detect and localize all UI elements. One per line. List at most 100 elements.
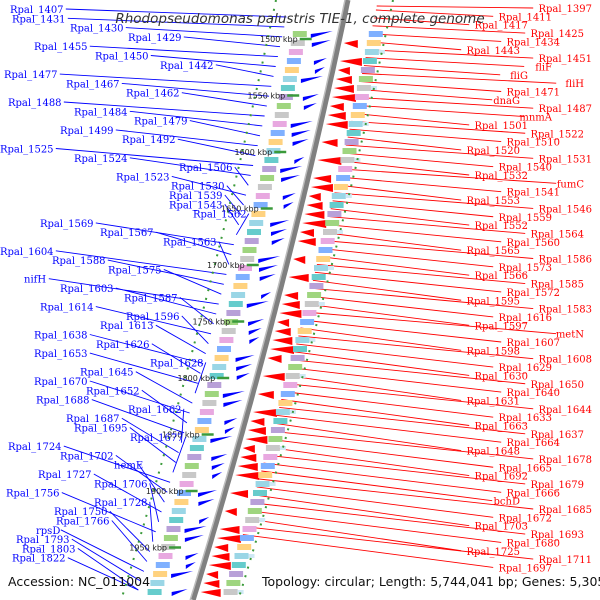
gene-label-right[interactable]: Rpal_1417	[474, 21, 528, 32]
gene-label-left[interactable]: Rpal_1492	[122, 135, 176, 146]
gene-label-right[interactable]: Rpal_1598	[466, 346, 520, 357]
gene-label-right[interactable]: Rpal_1451	[538, 54, 592, 65]
gene-label-right[interactable]: Rpal_1607	[506, 338, 560, 349]
gene-label-right[interactable]: Rpal_1680	[506, 538, 560, 549]
gene-label-right[interactable]: Rpal_1630	[474, 371, 528, 382]
gene-label-left[interactable]: Rpal_1569	[40, 219, 94, 230]
gene-label-left[interactable]: Rpal_1530	[171, 182, 225, 193]
gene-label-left[interactable]: Rpal_1525	[0, 145, 54, 156]
gene-label-right[interactable]: Rpal_1411	[498, 12, 552, 23]
gene-label-left[interactable]: nifH	[24, 275, 46, 286]
gene-label-right[interactable]: Rpal_1541	[506, 188, 560, 199]
gene-label-right[interactable]: Rpal_1532	[474, 171, 528, 182]
gene-label-right[interactable]: Rpal_1664	[506, 438, 560, 449]
gene-label-left[interactable]: Rpal_1652	[86, 386, 140, 397]
gene-label-right[interactable]: Rpal_1546	[538, 204, 592, 215]
gene-label-right[interactable]: Rpal_1560	[506, 238, 560, 249]
gene-label-left[interactable]: Rpal_1724	[8, 442, 62, 453]
gene-label-left[interactable]: Rpal_1670	[34, 377, 88, 388]
gene-label-right[interactable]: Rpal_1650	[530, 380, 584, 391]
gene-label-right[interactable]: Rpal_1679	[530, 480, 584, 491]
gene-label-left[interactable]: Rpal_1626	[96, 340, 150, 351]
gene-label-left[interactable]: Rpal_1687	[66, 414, 120, 425]
gene-label-right[interactable]: Rpal_1637	[530, 430, 584, 441]
gene-label-right[interactable]: Rpal_1631	[466, 396, 520, 407]
gene-label-left[interactable]: Rpal_1603	[60, 284, 114, 295]
gene-label-right[interactable]: Rpal_1522	[530, 129, 584, 140]
gene-label-right[interactable]: Rpal_1711	[538, 555, 592, 566]
gene-label-right[interactable]: Rpal_1703	[474, 522, 528, 533]
gene-label-right[interactable]: Rpal_1697	[498, 563, 552, 574]
gene-label-right[interactable]: Rpal_1520	[466, 146, 520, 157]
gene-label-left[interactable]: Rpal_1575	[108, 265, 162, 276]
gene-label-left[interactable]: Rpal_1506	[179, 163, 233, 174]
gene-label-left[interactable]: Rpal_1588	[52, 256, 106, 267]
gene-label-right[interactable]: Rpal_1501	[474, 121, 528, 132]
gene-label-left[interactable]: Rpal_1479	[134, 117, 188, 128]
gene-label-left[interactable]: Rpal_1587	[124, 293, 178, 304]
gene-label-right[interactable]: Rpal_1595	[466, 296, 520, 307]
gene-label-left[interactable]: Rpal_1604	[0, 247, 54, 258]
gene-label-left[interactable]: Rpal_1727	[38, 470, 92, 481]
gene-label-right[interactable]: dnaG	[493, 96, 520, 107]
gene-label-left[interactable]: Rpal_1638	[34, 331, 88, 342]
gene-label-left[interactable]: Rpal_1706	[94, 479, 148, 490]
gene-label-left[interactable]: Rpal_1756	[6, 489, 60, 500]
gene-label-right[interactable]: fliF	[535, 62, 552, 73]
gene-label-right[interactable]: Rpal_1559	[498, 213, 552, 224]
gene-label-right[interactable]: Rpal_1585	[530, 280, 584, 291]
gene-label-left[interactable]: Rpal_1695	[74, 424, 128, 435]
gene-label-right[interactable]: Rpal_1666	[506, 488, 560, 499]
gene-label-right[interactable]: mnmA	[519, 113, 552, 124]
gene-label-left[interactable]: Rpal_1677	[130, 433, 184, 444]
gene-label-left[interactable]: Rpal_1613	[100, 321, 154, 332]
gene-label-right[interactable]: Rpal_1597	[474, 321, 528, 332]
gene-label-left[interactable]: Rpal_1543	[169, 200, 223, 211]
gene-label-left[interactable]: Rpal_1614	[40, 303, 94, 314]
gene-label-right[interactable]: fliH	[565, 79, 584, 90]
gene-label-left[interactable]: Rpal_1524	[74, 154, 128, 165]
gene-label-left[interactable]: Rpal_1750	[54, 507, 108, 518]
gene-label-right[interactable]: Rpal_1471	[506, 88, 560, 99]
gene-label-right[interactable]: Rpal_1531	[538, 154, 592, 165]
gene-label-right[interactable]: Rpal_1553	[466, 196, 520, 207]
gene-label-right[interactable]: Rpal_1665	[498, 463, 552, 474]
gene-label-right[interactable]: Rpal_1663	[474, 422, 528, 433]
gene-label-right[interactable]: metN	[556, 330, 584, 341]
gene-label-left[interactable]: Rpal_1488	[8, 98, 62, 109]
gene-label-left[interactable]: Rpal_1562	[193, 210, 247, 221]
gene-label-left[interactable]: Rpal_1499	[60, 126, 114, 137]
gene-label-left[interactable]: Rpal_1628	[150, 358, 204, 369]
gene-label-left[interactable]: Rpal_1467	[66, 79, 120, 90]
gene-label-left[interactable]: Rpal_1766	[56, 517, 110, 528]
gene-label-right[interactable]: Rpal_1583	[538, 305, 592, 316]
gene-label-right[interactable]: Rpal_1692	[474, 472, 528, 483]
gene-label-right[interactable]: Rpal_1573	[498, 263, 552, 274]
gene-label-right[interactable]: Rpal_1678	[538, 455, 592, 466]
gene-label-right[interactable]: Rpal_1434	[506, 37, 560, 48]
gene-label-left[interactable]: Rpal_1477	[4, 70, 58, 81]
gene-label-right[interactable]: Rpal_1608	[538, 355, 592, 366]
gene-label-left[interactable]: Rpal_1728	[94, 498, 148, 509]
gene-label-right[interactable]: Rpal_1564	[530, 229, 584, 240]
gene-label-left[interactable]: Rpal_1523	[116, 172, 170, 183]
gene-label-right[interactable]: Rpal_1633	[498, 413, 552, 424]
gene-label-right[interactable]: bchD	[494, 497, 520, 508]
gene-label-left[interactable]: Rpal_1688	[36, 396, 90, 407]
gene-label-right[interactable]: Rpal_1640	[506, 388, 560, 399]
gene-label-right[interactable]: Rpal_1672	[498, 513, 552, 524]
gene-label-left[interactable]: Rpal_1455	[34, 42, 88, 53]
gene-label-left[interactable]: rpsD	[36, 526, 60, 537]
gene-label-right[interactable]: Rpal_1685	[538, 505, 592, 516]
gene-label-left[interactable]: Rpal_1442	[160, 61, 214, 72]
gene-label-right[interactable]: Rpal_1644	[538, 405, 592, 416]
gene-label-left[interactable]: Rpal_1450	[95, 52, 149, 63]
gene-label-right[interactable]: Rpal_1586	[538, 255, 592, 266]
gene-label-left[interactable]: Rpal_1563	[163, 238, 217, 249]
gene-label-right[interactable]: Rpal_1510	[506, 138, 560, 149]
gene-label-right[interactable]: Rpal_1487	[538, 104, 592, 115]
gene-label-right[interactable]: Rpal_1725	[466, 547, 520, 558]
gene-label-right[interactable]: Rpal_1648	[466, 447, 520, 458]
gene-label-right[interactable]: Rpal_1443	[466, 46, 520, 57]
